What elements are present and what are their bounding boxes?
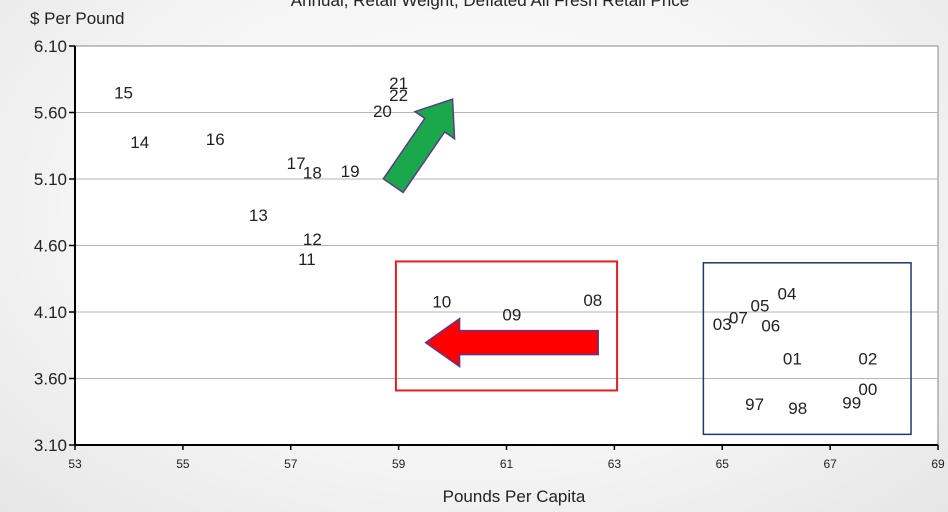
data-point-label: 02 — [858, 350, 877, 369]
x-tick-label: 55 — [176, 457, 190, 471]
axes — [69, 45, 939, 450]
annotation-box — [394, 260, 619, 392]
y-axis-title: $ Per Pound — [30, 9, 125, 28]
y-tick-label: 3.10 — [34, 436, 67, 455]
data-point-label: 18 — [303, 163, 322, 182]
annotation-arrow — [382, 98, 456, 194]
annotations — [382, 98, 912, 436]
data-point-label: 10 — [432, 292, 451, 311]
data-point-label: 15 — [114, 84, 133, 103]
x-tick-label: 69 — [931, 457, 945, 471]
x-tick-label: 53 — [68, 457, 82, 471]
data-point-label: 08 — [583, 291, 602, 310]
x-tick-label: 61 — [500, 457, 514, 471]
x-tick-label: 65 — [716, 457, 730, 471]
data-point-label: 20 — [373, 102, 392, 121]
data-point-label: 97 — [745, 395, 764, 414]
data-point-label: 05 — [751, 296, 770, 315]
y-tick-labels: 3.10 3.60 4.10 4.60 5.10 5.60 6.10 — [34, 37, 67, 455]
data-point-label: 14 — [130, 133, 149, 152]
data-point-label: 06 — [761, 316, 780, 335]
data-point-label: 04 — [778, 284, 797, 303]
data-point-label: 07 — [729, 308, 748, 327]
y-tick-label: 4.10 — [34, 303, 67, 322]
data-point-label: 99 — [842, 393, 861, 412]
y-tick-label: 3.60 — [34, 370, 67, 389]
data-point-label: 22 — [389, 86, 408, 105]
x-tick-label: 67 — [823, 457, 837, 471]
y-tick-label: 5.60 — [34, 104, 67, 123]
data-point-label: 11 — [298, 250, 316, 269]
x-tick-label: 63 — [608, 457, 622, 471]
x-tick-label: 57 — [284, 457, 298, 471]
y-tick-label: 6.10 — [34, 37, 67, 56]
y-tick-label: 4.60 — [34, 237, 67, 256]
x-axis-title: Pounds Per Capita — [443, 487, 586, 506]
data-point-label: 03 — [713, 315, 732, 334]
y-tick-label: 5.10 — [34, 170, 67, 189]
gridlines — [75, 112, 938, 379]
data-point-label: 21 — [389, 74, 408, 93]
chart-title: Annual, Retail Weight, Deflated All Fres… — [291, 0, 689, 10]
data-point-label: 09 — [502, 306, 521, 325]
annotation-box — [702, 262, 912, 436]
data-point-label: 98 — [788, 399, 807, 418]
annotation-arrow — [424, 317, 599, 369]
data-point-label: 01 — [783, 350, 802, 369]
x-tick-label: 59 — [392, 457, 406, 471]
data-point-label: 13 — [249, 206, 268, 225]
data-point-label: 12 — [303, 230, 322, 249]
data-point-label: 00 — [858, 380, 877, 399]
data-point-label: 17 — [287, 154, 306, 173]
data-point-label: 16 — [206, 130, 225, 149]
data-point-label: 19 — [341, 162, 360, 181]
x-tick-labels: 53 55 57 59 61 63 65 67 69 — [68, 457, 945, 471]
